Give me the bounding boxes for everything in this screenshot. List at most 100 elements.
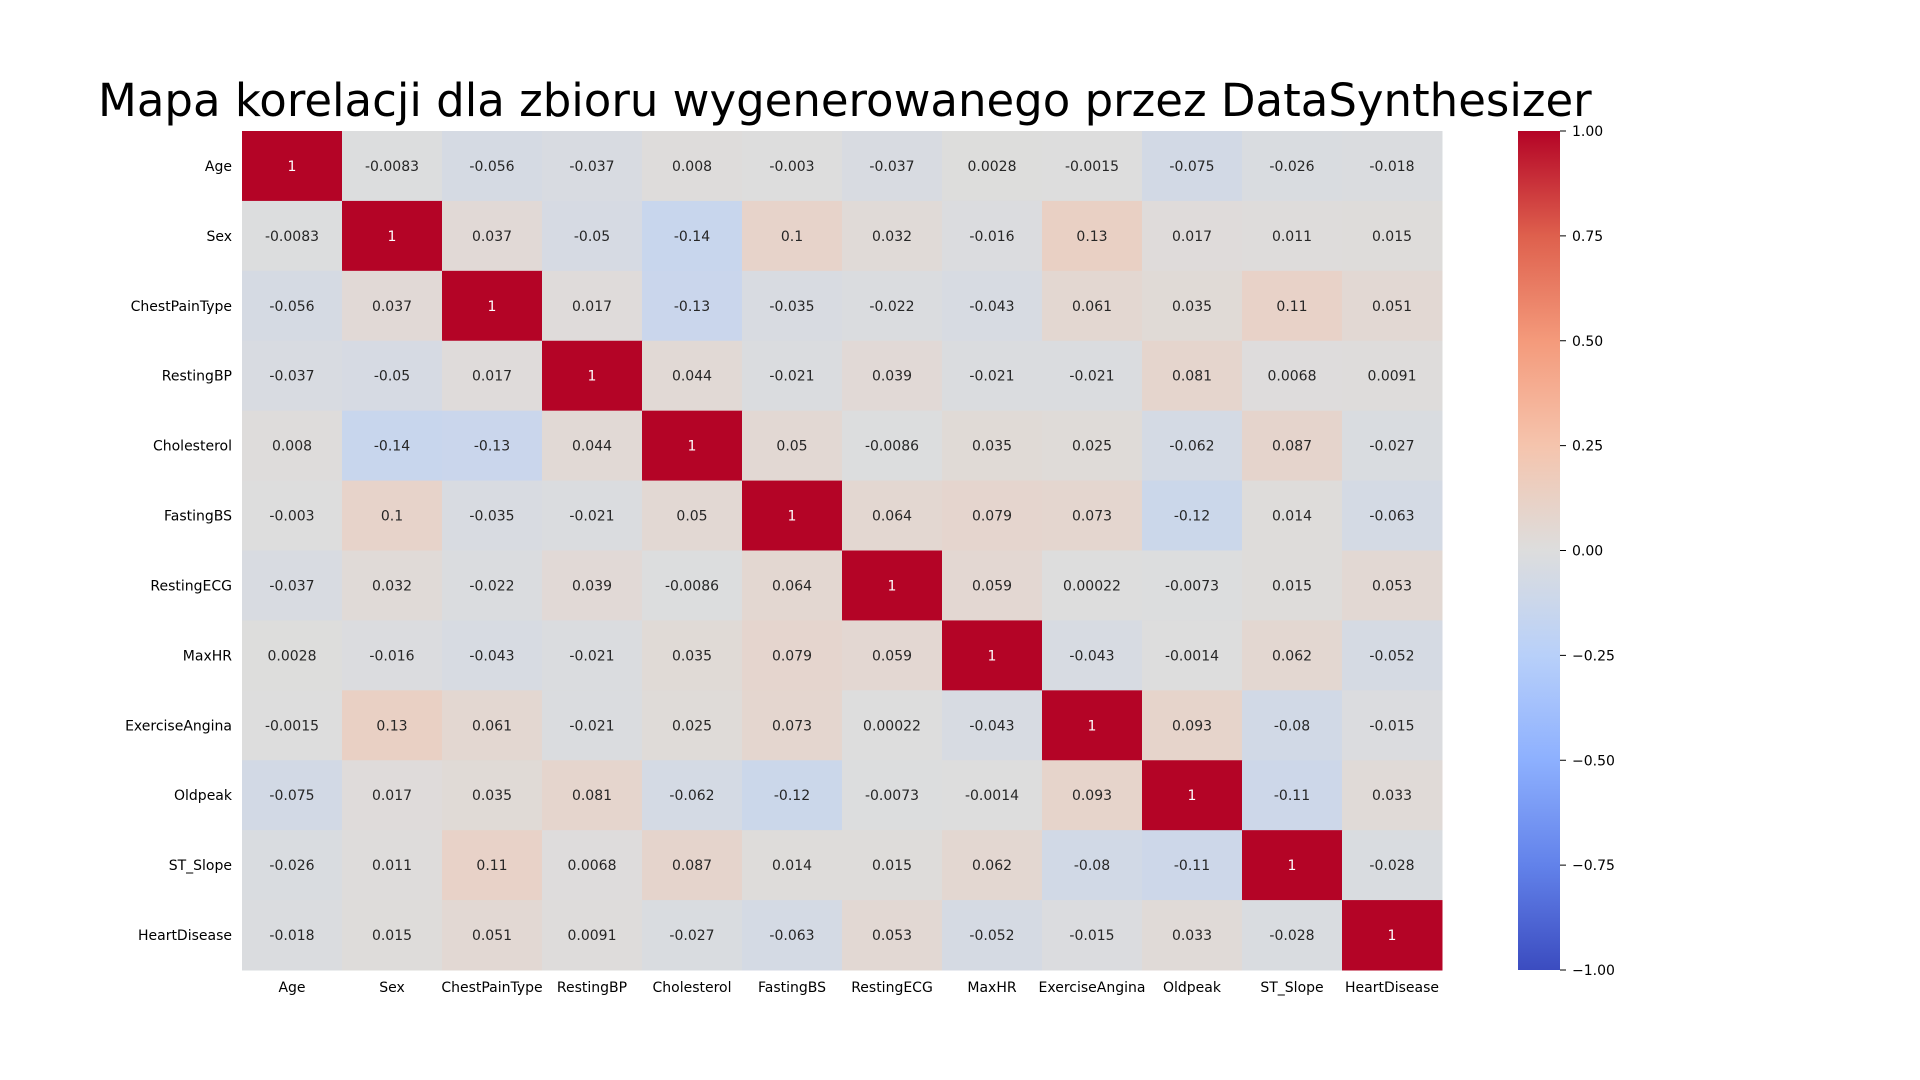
cell-value-label: 0.0091 [568,928,617,944]
cell-value-label: -0.037 [269,369,314,385]
y-tick-label: ChestPainType [131,299,232,315]
heatmap-cell [1242,270,1343,342]
cell-value-label: 0.032 [372,578,412,594]
cell-value-label: 0.037 [372,299,412,315]
cell-value-label: 0.014 [1272,509,1312,525]
cell-value-label: -0.043 [969,718,1014,734]
heatmap-cell [842,900,943,971]
heatmap-cell [842,760,943,831]
heatmap-cell [542,830,643,901]
colorbar-tick-label: −0.75 [1572,858,1615,874]
cell-value-label: 0.053 [872,928,912,944]
cell-value-label: -0.062 [669,788,714,804]
cell-value-label: -0.027 [669,928,714,944]
heatmap-cell [642,690,743,761]
heatmap-cell [242,200,343,272]
cell-value-label: -0.022 [869,299,914,315]
cell-value-label: 0.051 [1372,299,1412,315]
heatmap-cell [1342,131,1443,202]
heatmap-cell [642,620,743,691]
colorbar-tick-label: −1.00 [1572,963,1615,979]
heatmap-cell [942,620,1043,691]
heatmap-cell [1142,131,1243,202]
cell-value-label: 0.00022 [863,718,921,734]
cell-value-label: 0.025 [672,718,712,734]
heatmap-cell [342,550,443,621]
heatmap-cell [642,200,743,272]
colorbar-tick-label: 1.00 [1572,124,1603,140]
heatmap-cell [442,760,543,831]
cell-value-label: 0.1 [781,229,803,245]
heatmap-cell [742,270,843,342]
heatmap-cell [942,131,1043,202]
cell-value-label: 0.0028 [268,648,317,664]
heatmap-cell [542,131,643,202]
heatmap-cell [242,340,343,412]
heatmap-cell [1042,270,1143,342]
heatmap-cell [542,200,643,272]
heatmap-cell [1242,340,1343,412]
heatmap-cell [1142,690,1243,761]
heatmap-cell [942,900,1043,971]
y-tick-label: FastingBS [164,509,232,525]
x-tick-label: Oldpeak [1163,980,1222,996]
cell-value-label: 0.1 [381,509,403,525]
y-tick-label: Oldpeak [174,788,233,804]
cell-value-label: -0.021 [569,718,614,734]
cell-value-label: -0.043 [969,299,1014,315]
cell-value-label: 1 [1288,858,1297,874]
heatmap-cell [1242,690,1343,761]
cell-value-label: -0.021 [1069,369,1114,385]
heatmap-cell [342,900,443,971]
heatmap-cell [942,480,1043,551]
cell-value-label: -0.015 [1069,928,1114,944]
y-tick-label: MaxHR [183,648,232,664]
cell-value-label: -0.021 [569,648,614,664]
heatmap-cell [642,131,743,202]
heatmap-cell [942,550,1043,621]
heatmap-cell [442,830,543,901]
heatmap-cell [642,830,743,901]
heatmap-cell [342,480,443,551]
heatmap-cell [1242,550,1343,621]
cell-value-label: 0.073 [772,718,812,734]
heatmap-cell [442,480,543,551]
cell-value-label: 0.015 [1272,578,1312,594]
heatmap-cell [942,830,1043,901]
cell-value-label: 0.061 [472,718,512,734]
heatmap-cell [842,690,943,761]
heatmap-cell [442,410,543,482]
cell-value-label: -0.056 [469,159,514,175]
heatmap-cell [1042,340,1143,412]
cell-value-label: 0.039 [572,578,612,594]
heatmap-cell [542,480,643,551]
x-tick-label: ExerciseAngina [1039,980,1146,996]
cell-value-label: 0.025 [1072,439,1112,455]
cell-value-label: -0.075 [269,788,314,804]
cell-value-label: 0.081 [572,788,612,804]
cell-value-label: -0.0073 [865,788,919,804]
colorbar-tick-label: −0.25 [1572,648,1615,664]
cell-value-label: 1 [788,509,797,525]
heatmap-cell [842,410,943,482]
heatmap-cell [842,620,943,691]
x-tick-label: HeartDisease [1345,980,1439,996]
cell-value-label: 0.062 [972,858,1012,874]
x-tick-label: ST_Slope [1260,980,1323,996]
cell-value-label: -0.13 [674,299,710,315]
x-tick-label: Sex [379,980,405,996]
heatmap-cell [742,480,843,551]
cell-value-label: 0.033 [1372,788,1412,804]
heatmap-cell [442,900,543,971]
x-tick-label: Age [278,980,305,996]
x-tick-label: RestingECG [851,980,933,996]
heatmap-cell [442,340,543,412]
heatmap-cell [742,830,843,901]
cell-value-label: 0.05 [676,509,707,525]
cell-value-label: 0.0028 [968,159,1017,175]
cell-value-label: -0.016 [969,229,1014,245]
heatmap-cell [642,340,743,412]
cell-value-label: 0.035 [972,439,1012,455]
heatmap-cell [442,131,543,202]
heatmap-cell [742,760,843,831]
